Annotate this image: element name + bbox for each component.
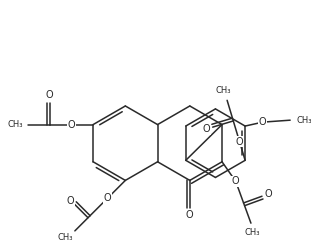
- Text: O: O: [68, 120, 75, 130]
- Text: O: O: [236, 137, 243, 147]
- Text: O: O: [45, 90, 53, 100]
- Text: O: O: [232, 176, 239, 186]
- Text: CH₃: CH₃: [7, 120, 22, 129]
- Text: O: O: [259, 117, 267, 127]
- Text: O: O: [265, 189, 272, 199]
- Text: O: O: [104, 193, 112, 203]
- Text: O: O: [186, 210, 194, 220]
- Text: CH₃: CH₃: [296, 116, 311, 125]
- Text: CH₃: CH₃: [216, 86, 231, 95]
- Text: CH₃: CH₃: [245, 228, 260, 237]
- Text: O: O: [67, 196, 75, 206]
- Text: CH₃: CH₃: [58, 233, 73, 242]
- Text: O: O: [202, 124, 210, 134]
